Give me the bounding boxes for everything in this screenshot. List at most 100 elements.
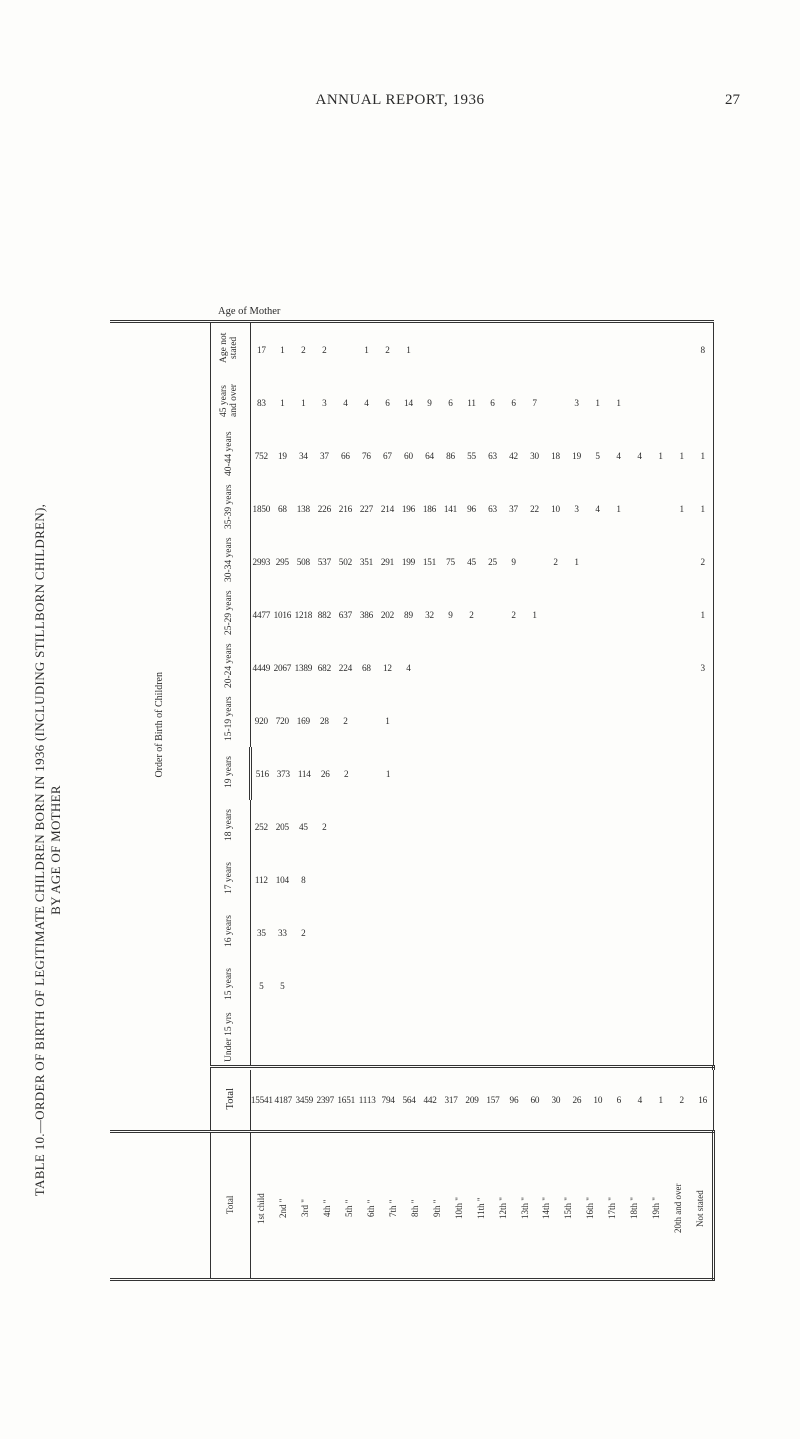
data-cell: 60 xyxy=(524,1095,545,1105)
column-header: 11th " xyxy=(477,1139,486,1278)
data-cell: 1 xyxy=(692,504,713,514)
data-cell: 537 xyxy=(314,557,335,567)
row-label: 15 years xyxy=(225,959,235,1009)
data-cell: 37 xyxy=(503,504,524,514)
data-cell: 9 xyxy=(440,610,461,620)
data-cell: 3 xyxy=(566,504,587,514)
data-cell: 1 xyxy=(272,398,293,408)
data-cell: 6 xyxy=(482,398,503,408)
data-cell: 6 xyxy=(440,398,461,408)
column-header: 12th " xyxy=(499,1139,508,1278)
data-cell: 682 xyxy=(314,663,335,673)
data-cell: 2 xyxy=(503,610,524,620)
column-header: 18th " xyxy=(630,1139,639,1278)
data-cell: 4 xyxy=(587,504,608,514)
data-cell: 6 xyxy=(377,398,398,408)
data-cell: 34 xyxy=(293,451,314,461)
data-row: 1121048 xyxy=(251,855,713,905)
data-cell: 25 xyxy=(482,557,503,567)
column-header: 9th " xyxy=(433,1139,442,1278)
data-cell: 1 xyxy=(692,451,713,461)
data-cell: 502 xyxy=(335,557,356,567)
data-cell: 2 xyxy=(377,345,398,355)
column-header: 14th " xyxy=(542,1139,551,1278)
data-row: 5163731142621 xyxy=(252,749,713,799)
row-label: 18 years xyxy=(225,800,235,850)
data-cell: 45 xyxy=(293,822,314,832)
column-headers: 1st child2nd "3rd "4th "5th "6th "7th "8… xyxy=(251,1133,712,1278)
data-cell: 45 xyxy=(461,557,482,567)
column-header: Not stated xyxy=(696,1139,705,1278)
data-cell: 6 xyxy=(608,1095,629,1105)
data-cell: 373 xyxy=(273,769,294,779)
data-cell: 2 xyxy=(293,928,314,938)
data-cell: 1651 xyxy=(336,1095,357,1105)
data-cell: 1 xyxy=(650,1095,671,1105)
data-cell: 5 xyxy=(251,981,272,991)
data-cell: 68 xyxy=(356,663,377,673)
data-cell: 2067 xyxy=(272,663,293,673)
data-cell: 3 xyxy=(314,398,335,408)
data-cell: 4 xyxy=(629,451,650,461)
data-cell: 1 xyxy=(671,451,692,461)
data-cell: 19 xyxy=(272,451,293,461)
data-row: 447710161218882637386202893292211 xyxy=(251,590,713,640)
data-cell: 151 xyxy=(419,557,440,567)
data-cell: 4 xyxy=(356,398,377,408)
table-wrapper: TABLE 10.—ORDER OF BIRTH OF LEGITIMATE C… xyxy=(110,320,715,1380)
table-caption-line1: TABLE 10.—ORDER OF BIRTH OF LEGITIMATE C… xyxy=(32,504,47,1196)
data-cell: 3 xyxy=(566,398,587,408)
data-cell: 1 xyxy=(293,398,314,408)
data-cell: 920 xyxy=(251,716,272,726)
data-cell: 112 xyxy=(251,875,272,885)
data-cell: 141 xyxy=(440,504,461,514)
data-cell: 1 xyxy=(587,398,608,408)
data-cell: 2 xyxy=(314,822,335,832)
data-row: 55 xyxy=(251,961,713,1011)
data-cell: 66 xyxy=(335,451,356,461)
data-cell: 15541 xyxy=(251,1095,273,1105)
data-cell: 33 xyxy=(272,928,293,938)
data-cell: 1 xyxy=(608,398,629,408)
data-cell: 5 xyxy=(587,451,608,461)
data-cell: 60 xyxy=(398,451,419,461)
row-label: 35-39 years xyxy=(225,482,235,532)
column-header: 19th " xyxy=(652,1139,661,1278)
data-cell: 12 xyxy=(377,663,398,673)
data-cell: 252 xyxy=(251,822,272,832)
data-cell: 227 xyxy=(356,504,377,514)
data-cell: 67 xyxy=(377,451,398,461)
data-cell: 508 xyxy=(293,557,314,567)
data-cell: 6 xyxy=(503,398,524,408)
column-header: 16th " xyxy=(586,1139,595,1278)
data-cell: 26 xyxy=(315,769,336,779)
column-header: 15th " xyxy=(564,1139,573,1278)
data-cell: 11 xyxy=(461,398,482,408)
data-cell: 28 xyxy=(314,716,335,726)
column-header: 20th and over xyxy=(674,1139,683,1278)
data-cell: 63 xyxy=(482,451,503,461)
row-label: 45 yearsand over xyxy=(220,376,240,426)
data-cell: 2 xyxy=(671,1095,692,1105)
grand-total-label: Total xyxy=(225,1088,236,1109)
data-cell: 17 xyxy=(251,345,272,355)
data-cell: 35 xyxy=(251,928,272,938)
data-cell: 1 xyxy=(272,345,293,355)
data-cell: 4 xyxy=(335,398,356,408)
column-header: 7th " xyxy=(389,1139,398,1278)
data-cell: 63 xyxy=(482,504,503,514)
page: ANNUAL REPORT, 1936 27 TABLE 10.—ORDER O… xyxy=(0,0,800,1439)
data-cell: 75 xyxy=(440,557,461,567)
data-cell: 30 xyxy=(524,451,545,461)
data-cell: 1 xyxy=(378,769,399,779)
data-cell: 114 xyxy=(294,769,315,779)
data-cell: 4187 xyxy=(273,1095,294,1105)
data-cell: 9 xyxy=(419,398,440,408)
stub-title: Order of Birth of Children xyxy=(152,670,167,780)
data-cell: 226 xyxy=(314,504,335,514)
row-label: 25-29 years xyxy=(225,588,235,638)
data-cell: 516 xyxy=(252,769,273,779)
data-cell: 1 xyxy=(650,451,671,461)
data-cell: 1016 xyxy=(272,610,293,620)
row-label: 20-24 years xyxy=(225,641,235,691)
